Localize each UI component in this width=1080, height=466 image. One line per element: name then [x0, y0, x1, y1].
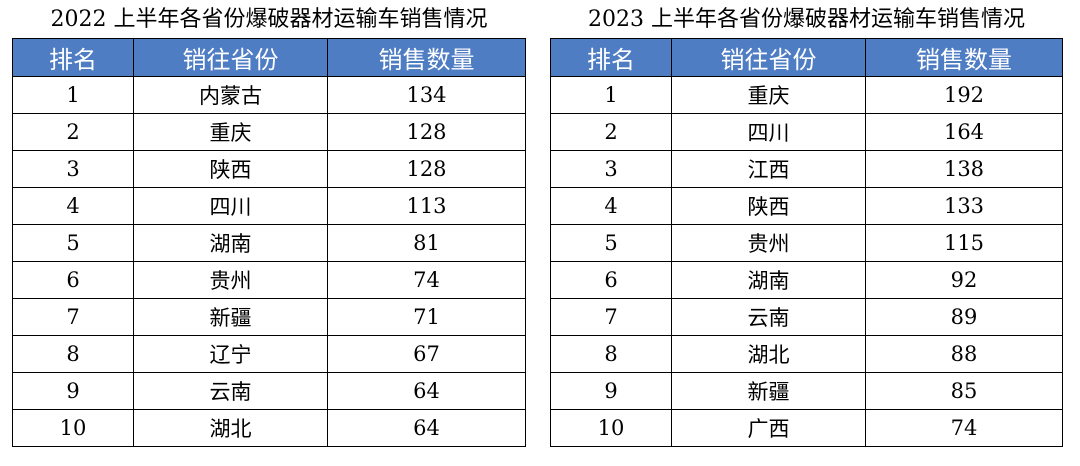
province-cell: 贵州: [133, 261, 328, 299]
rank-cell: 6: [550, 261, 672, 299]
province-cell: 湖北: [133, 409, 328, 447]
rank-cell: 2: [550, 113, 672, 151]
rank-cell: 5: [550, 224, 672, 262]
province-cell: 湖北: [671, 335, 866, 373]
header-quantity: 销售数量: [327, 38, 526, 77]
rank-cell: 4: [550, 187, 672, 225]
quantity-cell: 192: [865, 76, 1063, 114]
quantity-cell: 113: [327, 187, 526, 225]
table-row: 6 湖南 92: [550, 261, 1063, 299]
table-row: 2 重庆 128: [12, 113, 526, 151]
rank-cell: 1: [550, 76, 672, 114]
table-row: 1 重庆 192: [550, 76, 1063, 114]
table-title: 2022 上半年各省份爆破器材运输车销售情况: [50, 7, 488, 32]
quantity-cell: 85: [865, 372, 1063, 410]
table-row: 8 辽宁 67: [12, 335, 526, 373]
rank-cell: 9: [550, 372, 672, 410]
province-cell: 新疆: [133, 298, 328, 336]
header-row: 排名 销往省份 销售数量: [550, 38, 1063, 77]
header-province: 销往省份: [671, 38, 866, 77]
table-row: 2 四川 164: [550, 113, 1063, 151]
province-cell: 湖南: [671, 261, 866, 299]
table-row: 7 云南 89: [550, 298, 1063, 336]
header-row: 排名 销往省份 销售数量: [12, 38, 526, 77]
table-row: 3 江西 138: [550, 150, 1063, 188]
province-cell: 辽宁: [133, 335, 328, 373]
table-row: 8 湖北 88: [550, 335, 1063, 373]
quantity-cell: 164: [865, 113, 1063, 151]
rank-cell: 8: [550, 335, 672, 373]
rank-cell: 5: [12, 224, 134, 262]
quantity-cell: 67: [327, 335, 526, 373]
sales-table-2022: 排名 销往省份 销售数量 1 内蒙古 134 2 重庆 128 3 陕西 128 4 四川 113 5 湖…: [12, 38, 526, 447]
province-cell: 陕西: [133, 150, 328, 188]
province-cell: 江西: [671, 150, 866, 188]
province-cell: 重庆: [671, 76, 866, 114]
quantity-cell: 64: [327, 409, 526, 447]
sales-table-2023: 排名 销往省份 销售数量 1 重庆 192 2 四川 164 3 江西 138 4 陕西 133 5 贵州…: [550, 38, 1063, 447]
rank-cell: 6: [12, 261, 134, 299]
rank-cell: 8: [12, 335, 134, 373]
rank-cell: 7: [550, 298, 672, 336]
province-cell: 陕西: [671, 187, 866, 225]
header-rank: 排名: [12, 38, 134, 77]
quantity-cell: 64: [327, 372, 526, 410]
quantity-cell: 74: [327, 261, 526, 299]
quantity-cell: 128: [327, 113, 526, 151]
province-cell: 湖南: [133, 224, 328, 262]
table-row: 4 陕西 133: [550, 187, 1063, 225]
table-panel-2022: 2022 上半年各省份爆破器材运输车销售情况 排名 销往省份 销售数量 1 内蒙古…: [12, 0, 526, 447]
quantity-cell: 74: [865, 409, 1063, 447]
quantity-cell: 88: [865, 335, 1063, 373]
table-row: 3 陕西 128: [12, 150, 526, 188]
rank-cell: 3: [12, 150, 134, 188]
quantity-cell: 128: [327, 150, 526, 188]
rank-cell: 3: [550, 150, 672, 188]
table-row: 7 新疆 71: [12, 298, 526, 336]
quantity-cell: 71: [327, 298, 526, 336]
rank-cell: 10: [550, 409, 672, 447]
rank-cell: 2: [12, 113, 134, 151]
quantity-cell: 133: [865, 187, 1063, 225]
table-row: 4 四川 113: [12, 187, 526, 225]
header-quantity: 销售数量: [865, 38, 1063, 77]
quantity-cell: 138: [865, 150, 1063, 188]
table-row: 9 云南 64: [12, 372, 526, 410]
quantity-cell: 89: [865, 298, 1063, 336]
province-cell: 内蒙古: [133, 76, 328, 114]
province-cell: 新疆: [671, 372, 866, 410]
header-rank: 排名: [550, 38, 672, 77]
rank-cell: 10: [12, 409, 134, 447]
province-cell: 广西: [671, 409, 866, 447]
table-row: 5 贵州 115: [550, 224, 1063, 262]
quantity-cell: 92: [865, 261, 1063, 299]
rank-cell: 7: [12, 298, 134, 336]
table-title: 2023 上半年各省份爆破器材运输车销售情况: [588, 7, 1025, 32]
table-row: 9 新疆 85: [550, 372, 1063, 410]
quantity-cell: 134: [327, 76, 526, 114]
province-cell: 云南: [133, 372, 328, 410]
table-panel-2023: 2023 上半年各省份爆破器材运输车销售情况 排名 销往省份 销售数量 1 重庆 1…: [550, 0, 1063, 447]
table-row: 1 内蒙古 134: [12, 76, 526, 114]
table-row: 6 贵州 74: [12, 261, 526, 299]
table-row: 10 湖北 64: [12, 409, 526, 447]
table-row: 5 湖南 81: [12, 224, 526, 262]
rank-cell: 4: [12, 187, 134, 225]
quantity-cell: 115: [865, 224, 1063, 262]
province-cell: 四川: [671, 113, 866, 151]
quantity-cell: 81: [327, 224, 526, 262]
table-row: 10 广西 74: [550, 409, 1063, 447]
province-cell: 贵州: [671, 224, 866, 262]
rank-cell: 9: [12, 372, 134, 410]
province-cell: 重庆: [133, 113, 328, 151]
header-province: 销往省份: [133, 38, 328, 77]
rank-cell: 1: [12, 76, 134, 114]
province-cell: 云南: [671, 298, 866, 336]
province-cell: 四川: [133, 187, 328, 225]
